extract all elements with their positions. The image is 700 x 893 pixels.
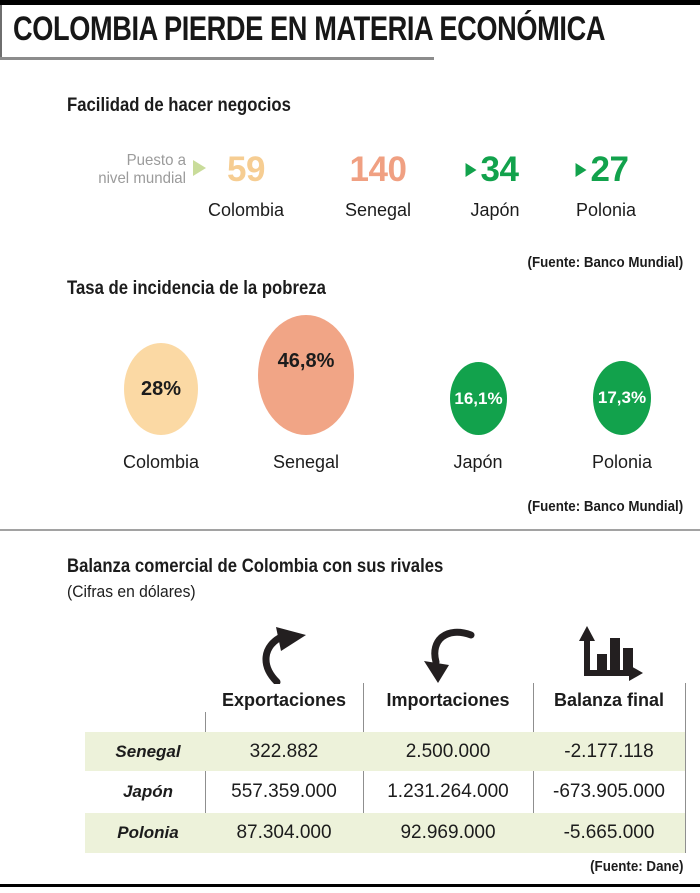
table-row-senegal: Senegal 322.882 2.500.000 -2.177.118 [85,732,685,771]
trade-subheading: (Cifras en dólares) [67,582,196,601]
top-rule [0,0,700,5]
rank-value-senegal: 140 [349,150,407,189]
table-cell-country: Senegal [115,741,181,761]
table-row-polonia: Polonia 87.304.000 92.969.000 -5.665.000 [85,813,685,853]
table-cell-imports: 2.500.000 [405,740,491,762]
table-cell-balance: -673.905.000 [553,781,665,802]
table-cell-exports: 557.359.000 [231,781,337,802]
rank-axis-label: Puesto a nivel mundial [49,152,186,188]
pointer-triangle-icon [193,160,206,176]
rank-value-polonia: 27 [575,147,629,193]
bottom-rule [0,884,700,887]
table-column-divider [205,712,206,853]
table-cell-exports: 87.304.000 [236,822,332,843]
table-row-japon: Japón 557.359.000 1.231.264.000 -673.905… [85,771,685,813]
rank-axis-label-line1: Puesto a [126,152,186,169]
poverty-country-colombia: Colombia [122,452,200,472]
rank-country-senegal: Senegal [344,200,412,220]
poverty-bubble-polonia: 17,3% [593,361,651,435]
business-source: (Fuente: Banco Mundial) [527,255,683,271]
table-column-divider [685,683,686,853]
poverty-bubble-colombia: 28% [124,343,198,435]
table-cell-imports: 92.969.000 [400,822,496,843]
poverty-bubble-senegal: 46,8% [258,315,354,435]
trade-section-heading: Balanza comercial de Colombia con sus ri… [67,556,444,577]
title-underline [0,57,434,60]
table-cell-country: Polonia [117,823,179,842]
rank-value-colombia: 59 [227,150,265,189]
poverty-bubble-japon: 16,1% [450,362,507,435]
poverty-country-japon: Japón [453,452,503,472]
table-cell-country: Japón [122,782,174,801]
trade-source: (Fuente: Dane) [589,859,683,875]
import-arrow-icon [417,626,479,689]
rank-country-colombia: Colombia [207,200,285,220]
section-divider [0,529,700,531]
rank-up-triangle-icon [465,163,477,177]
table-cell-balance: -5.665.000 [563,822,655,843]
title-left-rule [0,5,2,59]
rank-country-polonia: Polonia [575,200,637,220]
rank-country-japon: Japón [470,200,520,220]
poverty-section-heading: Tasa de incidencia de la pobreza [67,278,326,299]
table-cell-balance: -2.177.118 [564,740,654,762]
column-header-exportaciones: Exportaciones [221,690,347,710]
rank-value-japon: 34 [465,147,519,193]
rank-axis-label-line2: nivel mundial [98,170,186,187]
poverty-country-polonia: Polonia [591,452,653,472]
poverty-country-senegal: Senegal [272,452,340,472]
column-header-balanza-final: Balanza final [553,690,665,710]
column-header-importaciones: Importaciones [386,690,510,710]
table-cell-exports: 322.882 [249,740,319,762]
page-title: COLOMBIA PIERDE EN MATERIA ECONÓMICA [13,10,606,48]
table-cell-imports: 1.231.264.000 [387,781,509,802]
balance-chart-icon [573,624,645,689]
export-arrow-icon [253,626,315,689]
rank-up-triangle-icon [575,163,587,177]
poverty-source: (Fuente: Banco Mundial) [527,499,683,515]
business-section-heading: Facilidad de hacer negocios [67,95,291,116]
